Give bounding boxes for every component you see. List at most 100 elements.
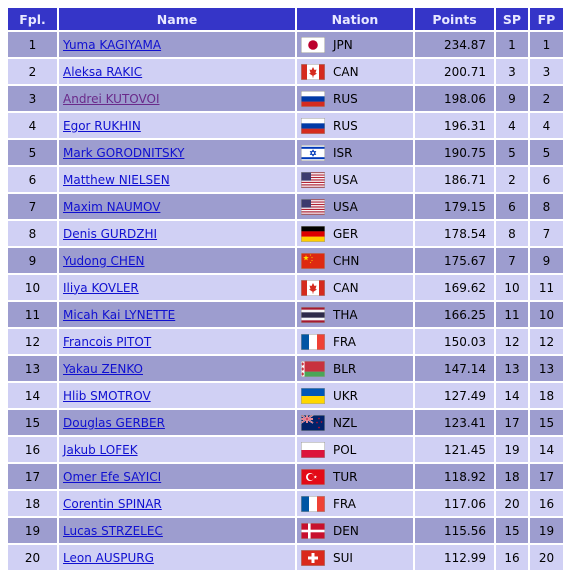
- points: 123.41: [415, 410, 494, 435]
- skater-link[interactable]: Denis GURDZHI: [63, 226, 158, 241]
- name-cell: Yudong CHEN: [59, 248, 295, 273]
- points: 169.62: [415, 275, 494, 300]
- place: 13: [8, 356, 57, 381]
- nation-code: USA: [333, 172, 358, 187]
- column-header: Name: [59, 8, 295, 30]
- column-header: Fpl.: [8, 8, 57, 30]
- skater-link[interactable]: Hlib SMOTROV: [63, 388, 151, 403]
- name-cell: Yakau ZENKO: [59, 356, 295, 381]
- skater-link[interactable]: Micah Kai LYNETTE: [63, 307, 176, 322]
- nation-code: RUS: [333, 91, 358, 106]
- nation-code: FRA: [333, 334, 356, 349]
- result-row: 14 Hlib SMOTROV UKR 127.49 14 18: [8, 383, 563, 408]
- points: 121.45: [415, 437, 494, 462]
- points: 147.14: [415, 356, 494, 381]
- nation-cell: THA: [297, 302, 413, 327]
- skater-link[interactable]: Corentin SPINAR: [63, 496, 162, 511]
- fp-place: 16: [530, 491, 563, 516]
- points: 112.99: [415, 545, 494, 570]
- sp-place: 12: [496, 329, 528, 354]
- result-row: 2 Aleksa RAKIC CAN 200.71 3 3: [8, 59, 563, 84]
- skater-link[interactable]: Omer Efe SAYICI: [63, 469, 162, 484]
- nation-code: DEN: [333, 523, 359, 538]
- fp-place: 10: [530, 302, 563, 327]
- fp-place: 18: [530, 383, 563, 408]
- skater-link[interactable]: Douglas GERBER: [63, 415, 165, 430]
- skater-link[interactable]: Yakau ZENKO: [63, 361, 143, 376]
- skater-link[interactable]: Jakub LOFEK: [63, 442, 138, 457]
- name-cell: Lucas STRZELEC: [59, 518, 295, 543]
- skater-link[interactable]: Egor RUKHIN: [63, 118, 141, 133]
- sp-place: 1: [496, 32, 528, 57]
- nation-code: JPN: [333, 37, 353, 52]
- skater-link[interactable]: Iliya KOVLER: [63, 280, 139, 295]
- skater-link[interactable]: Yudong CHEN: [63, 253, 145, 268]
- result-row: 4 Egor RUKHIN RUS 196.31 4 4: [8, 113, 563, 138]
- nation-code: UKR: [333, 388, 358, 403]
- result-row: 7 Maxim NAUMOV USA 179.15 6 8: [8, 194, 563, 219]
- nation-code: THA: [333, 307, 358, 322]
- result-row: 12 Francois PITOT FRA 150.03 12 12: [8, 329, 563, 354]
- points: 166.25: [415, 302, 494, 327]
- place: 8: [8, 221, 57, 246]
- place: 6: [8, 167, 57, 192]
- nation-cell: USA: [297, 167, 413, 192]
- skater-link[interactable]: Andrei KUTOVOI: [63, 91, 160, 106]
- nation-code: TUR: [333, 469, 358, 484]
- skater-link[interactable]: Yuma KAGIYAMA: [63, 37, 162, 52]
- sp-place: 4: [496, 113, 528, 138]
- skater-link[interactable]: Aleksa RAKIC: [63, 64, 143, 79]
- sp-place: 14: [496, 383, 528, 408]
- result-row: 19 Lucas STRZELEC DEN 115.56 15 19: [8, 518, 563, 543]
- skater-link[interactable]: Matthew NIELSEN: [63, 172, 170, 187]
- fp-place: 3: [530, 59, 563, 84]
- fp-place: 9: [530, 248, 563, 273]
- place: 14: [8, 383, 57, 408]
- column-header: FP: [530, 8, 563, 30]
- fp-place: 12: [530, 329, 563, 354]
- flag: [301, 468, 325, 485]
- flag: [301, 306, 325, 323]
- flag: [301, 63, 325, 80]
- skater-link[interactable]: Lucas STRZELEC: [63, 523, 163, 538]
- place: 10: [8, 275, 57, 300]
- skater-link[interactable]: Maxim NAUMOV: [63, 199, 161, 214]
- skater-link[interactable]: Leon AUSPURG: [63, 550, 154, 565]
- flag: [301, 441, 325, 458]
- place: 4: [8, 113, 57, 138]
- sp-place: 7: [496, 248, 528, 273]
- fp-place: 5: [530, 140, 563, 165]
- nation-cell: FRA: [297, 491, 413, 516]
- flag: [301, 279, 325, 296]
- name-cell: Egor RUKHIN: [59, 113, 295, 138]
- results-table: Fpl. Name Nation Points SP FP 1 Yuma KAGIYAMA J…: [6, 6, 565, 572]
- place: 5: [8, 140, 57, 165]
- place: 19: [8, 518, 57, 543]
- points: 175.67: [415, 248, 494, 273]
- points: 118.92: [415, 464, 494, 489]
- sp-place: 17: [496, 410, 528, 435]
- skater-link[interactable]: Francois PITOT: [63, 334, 152, 349]
- points: 198.06: [415, 86, 494, 111]
- flag: [301, 117, 325, 134]
- result-row: 15 Douglas GERBER NZL 123.41 17 15: [8, 410, 563, 435]
- nation-code: BLR: [333, 361, 357, 376]
- sp-place: 19: [496, 437, 528, 462]
- flag: [300, 413, 325, 431]
- place: 16: [8, 437, 57, 462]
- fp-place: 1: [530, 32, 563, 57]
- place: 15: [8, 410, 57, 435]
- result-row: 10 Iliya KOVLER CAN 169.62 10 11: [8, 275, 563, 300]
- name-cell: Leon AUSPURG: [59, 545, 295, 570]
- result-row: 18 Corentin SPINAR FRA 117.06 20 16: [8, 491, 563, 516]
- fp-place: 6: [530, 167, 563, 192]
- place: 18: [8, 491, 57, 516]
- flag: [301, 252, 325, 269]
- nation-code: USA: [333, 199, 358, 214]
- name-cell: Aleksa RAKIC: [59, 59, 295, 84]
- points: 127.49: [415, 383, 494, 408]
- nation-code: CAN: [333, 280, 359, 295]
- flag: [301, 495, 326, 512]
- column-header: Nation: [297, 8, 413, 30]
- skater-link[interactable]: Mark GORODNITSKY: [63, 145, 185, 160]
